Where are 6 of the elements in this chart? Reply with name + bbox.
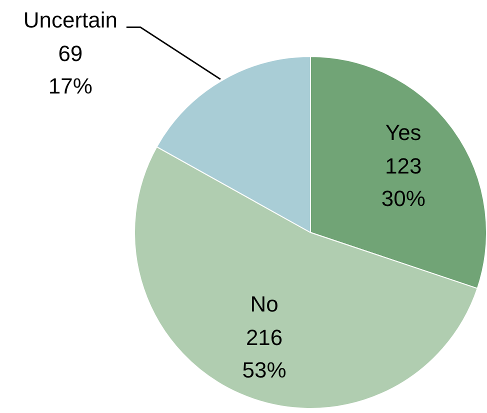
data-label: 123 30% — [381, 154, 426, 212]
slice-label: Yes — [385, 120, 422, 146]
data-label: 69 17% — [48, 41, 92, 99]
data-label: 216 53% — [242, 325, 286, 383]
slice-label: Uncertain — [23, 8, 118, 33]
slice-label: No — [250, 292, 278, 317]
